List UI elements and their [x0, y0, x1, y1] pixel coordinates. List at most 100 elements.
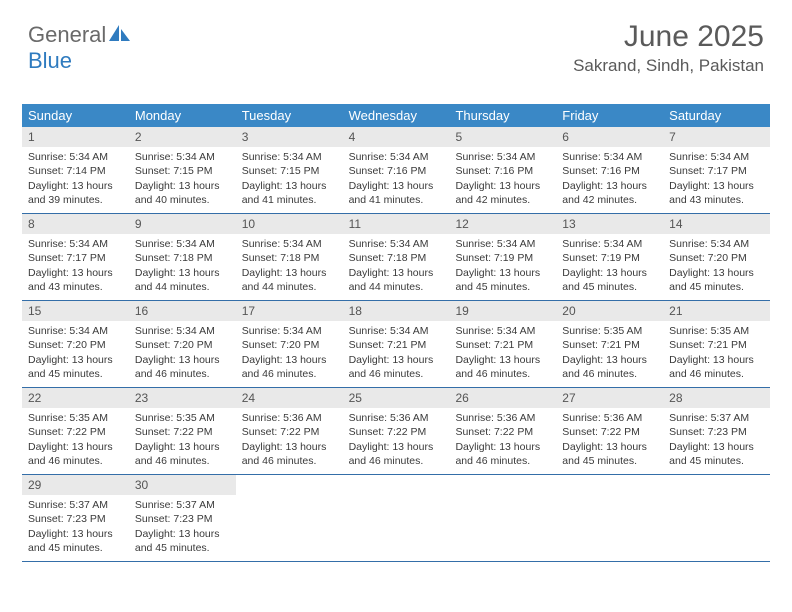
sunrise-line: Sunrise: 5:34 AM [349, 324, 444, 338]
sunset-line: Sunset: 7:19 PM [562, 251, 657, 265]
sunrise-line: Sunrise: 5:34 AM [562, 150, 657, 164]
calendar-day-cell: 18Sunrise: 5:34 AMSunset: 7:21 PMDayligh… [343, 301, 450, 387]
empty-day-cell [663, 475, 770, 561]
calendar-day-cell: 26Sunrise: 5:36 AMSunset: 7:22 PMDayligh… [449, 388, 556, 474]
calendar-week-row: 1Sunrise: 5:34 AMSunset: 7:14 PMDaylight… [22, 127, 770, 214]
sunset-line: Sunset: 7:23 PM [135, 512, 230, 526]
daylight-line: Daylight: 13 hours and 45 minutes. [455, 266, 550, 294]
calendar-day-cell: 2Sunrise: 5:34 AMSunset: 7:15 PMDaylight… [129, 127, 236, 213]
day-number: 30 [129, 475, 236, 495]
day-details: Sunrise: 5:34 AMSunset: 7:20 PMDaylight:… [129, 321, 236, 387]
day-details: Sunrise: 5:35 AMSunset: 7:22 PMDaylight:… [22, 408, 129, 474]
day-details: Sunrise: 5:36 AMSunset: 7:22 PMDaylight:… [449, 408, 556, 474]
sunset-line: Sunset: 7:20 PM [669, 251, 764, 265]
day-details: Sunrise: 5:34 AMSunset: 7:17 PMDaylight:… [22, 234, 129, 300]
daylight-line: Daylight: 13 hours and 45 minutes. [562, 440, 657, 468]
sunset-line: Sunset: 7:20 PM [28, 338, 123, 352]
sunset-line: Sunset: 7:20 PM [242, 338, 337, 352]
day-details: Sunrise: 5:34 AMSunset: 7:19 PMDaylight:… [449, 234, 556, 300]
day-number: 4 [343, 127, 450, 147]
sunset-line: Sunset: 7:16 PM [562, 164, 657, 178]
month-title: June 2025 [573, 20, 764, 54]
day-details: Sunrise: 5:34 AMSunset: 7:21 PMDaylight:… [343, 321, 450, 387]
calendar-day-cell: 23Sunrise: 5:35 AMSunset: 7:22 PMDayligh… [129, 388, 236, 474]
day-number: 23 [129, 388, 236, 408]
daylight-line: Daylight: 13 hours and 46 minutes. [28, 440, 123, 468]
calendar-week-row: 15Sunrise: 5:34 AMSunset: 7:20 PMDayligh… [22, 301, 770, 388]
daylight-line: Daylight: 13 hours and 42 minutes. [455, 179, 550, 207]
day-number: 19 [449, 301, 556, 321]
sunset-line: Sunset: 7:21 PM [562, 338, 657, 352]
day-details: Sunrise: 5:37 AMSunset: 7:23 PMDaylight:… [129, 495, 236, 561]
calendar-day-cell: 7Sunrise: 5:34 AMSunset: 7:17 PMDaylight… [663, 127, 770, 213]
calendar-day-cell: 10Sunrise: 5:34 AMSunset: 7:18 PMDayligh… [236, 214, 343, 300]
day-details: Sunrise: 5:37 AMSunset: 7:23 PMDaylight:… [22, 495, 129, 561]
sunrise-line: Sunrise: 5:36 AM [562, 411, 657, 425]
sunrise-line: Sunrise: 5:37 AM [669, 411, 764, 425]
daylight-line: Daylight: 13 hours and 46 minutes. [562, 353, 657, 381]
sunset-line: Sunset: 7:22 PM [349, 425, 444, 439]
daylight-line: Daylight: 13 hours and 46 minutes. [135, 440, 230, 468]
sunrise-line: Sunrise: 5:35 AM [135, 411, 230, 425]
day-details: Sunrise: 5:37 AMSunset: 7:23 PMDaylight:… [663, 408, 770, 474]
day-number: 7 [663, 127, 770, 147]
sunrise-line: Sunrise: 5:35 AM [28, 411, 123, 425]
empty-day-cell [556, 475, 663, 561]
sunset-line: Sunset: 7:22 PM [242, 425, 337, 439]
calendar-week-row: 8Sunrise: 5:34 AMSunset: 7:17 PMDaylight… [22, 214, 770, 301]
empty-day-cell [449, 475, 556, 561]
day-number: 24 [236, 388, 343, 408]
day-details: Sunrise: 5:34 AMSunset: 7:17 PMDaylight:… [663, 147, 770, 213]
daylight-line: Daylight: 13 hours and 39 minutes. [28, 179, 123, 207]
day-number: 18 [343, 301, 450, 321]
calendar-day-cell: 1Sunrise: 5:34 AMSunset: 7:14 PMDaylight… [22, 127, 129, 213]
calendar-day-cell: 6Sunrise: 5:34 AMSunset: 7:16 PMDaylight… [556, 127, 663, 213]
daylight-line: Daylight: 13 hours and 42 minutes. [562, 179, 657, 207]
sunrise-line: Sunrise: 5:34 AM [28, 237, 123, 251]
daylight-line: Daylight: 13 hours and 44 minutes. [242, 266, 337, 294]
daylight-line: Daylight: 13 hours and 40 minutes. [135, 179, 230, 207]
daylight-line: Daylight: 13 hours and 46 minutes. [349, 440, 444, 468]
sunset-line: Sunset: 7:16 PM [455, 164, 550, 178]
sunset-line: Sunset: 7:21 PM [455, 338, 550, 352]
calendar-week-row: 29Sunrise: 5:37 AMSunset: 7:23 PMDayligh… [22, 475, 770, 562]
day-details: Sunrise: 5:36 AMSunset: 7:22 PMDaylight:… [556, 408, 663, 474]
calendar-day-cell: 20Sunrise: 5:35 AMSunset: 7:21 PMDayligh… [556, 301, 663, 387]
day-number: 13 [556, 214, 663, 234]
daylight-line: Daylight: 13 hours and 45 minutes. [28, 353, 123, 381]
calendar-day-cell: 22Sunrise: 5:35 AMSunset: 7:22 PMDayligh… [22, 388, 129, 474]
day-number: 11 [343, 214, 450, 234]
day-number: 16 [129, 301, 236, 321]
sunrise-line: Sunrise: 5:34 AM [349, 150, 444, 164]
sunrise-line: Sunrise: 5:37 AM [135, 498, 230, 512]
calendar-day-cell: 8Sunrise: 5:34 AMSunset: 7:17 PMDaylight… [22, 214, 129, 300]
day-number: 2 [129, 127, 236, 147]
calendar-day-cell: 5Sunrise: 5:34 AMSunset: 7:16 PMDaylight… [449, 127, 556, 213]
day-number: 22 [22, 388, 129, 408]
sunrise-line: Sunrise: 5:34 AM [562, 237, 657, 251]
sunset-line: Sunset: 7:15 PM [135, 164, 230, 178]
day-number: 25 [343, 388, 450, 408]
sunset-line: Sunset: 7:22 PM [562, 425, 657, 439]
calendar-day-cell: 14Sunrise: 5:34 AMSunset: 7:20 PMDayligh… [663, 214, 770, 300]
sunrise-line: Sunrise: 5:36 AM [349, 411, 444, 425]
sunrise-line: Sunrise: 5:34 AM [349, 237, 444, 251]
day-number: 17 [236, 301, 343, 321]
daylight-line: Daylight: 13 hours and 45 minutes. [135, 527, 230, 555]
day-details: Sunrise: 5:34 AMSunset: 7:16 PMDaylight:… [449, 147, 556, 213]
sunset-line: Sunset: 7:18 PM [135, 251, 230, 265]
calendar-day-cell: 17Sunrise: 5:34 AMSunset: 7:20 PMDayligh… [236, 301, 343, 387]
day-number: 5 [449, 127, 556, 147]
sunrise-line: Sunrise: 5:34 AM [242, 324, 337, 338]
daylight-line: Daylight: 13 hours and 46 minutes. [242, 440, 337, 468]
day-of-week-header: Friday [556, 104, 663, 127]
day-number: 28 [663, 388, 770, 408]
day-details: Sunrise: 5:34 AMSunset: 7:15 PMDaylight:… [236, 147, 343, 213]
sunrise-line: Sunrise: 5:34 AM [669, 237, 764, 251]
calendar-day-cell: 12Sunrise: 5:34 AMSunset: 7:19 PMDayligh… [449, 214, 556, 300]
sunrise-line: Sunrise: 5:34 AM [28, 150, 123, 164]
daylight-line: Daylight: 13 hours and 46 minutes. [135, 353, 230, 381]
daylight-line: Daylight: 13 hours and 46 minutes. [455, 440, 550, 468]
daylight-line: Daylight: 13 hours and 45 minutes. [28, 527, 123, 555]
daylight-line: Daylight: 13 hours and 45 minutes. [669, 266, 764, 294]
